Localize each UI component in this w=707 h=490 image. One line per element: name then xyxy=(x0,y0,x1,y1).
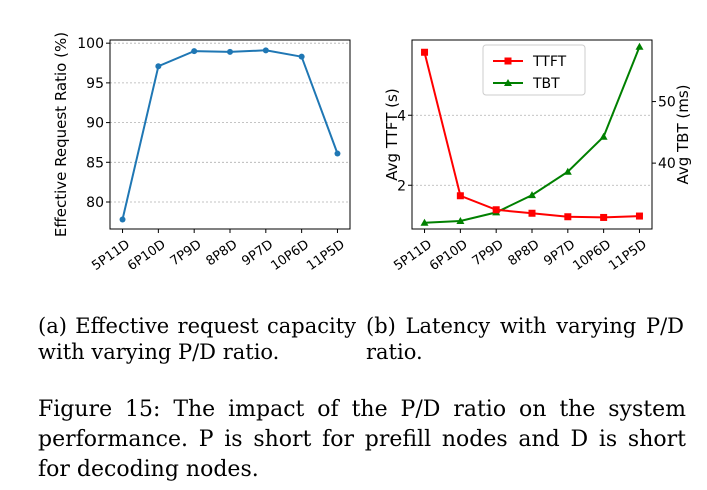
legend: TTFT TBT xyxy=(482,44,586,96)
figure-caption: Figure 15: The impact of the P/D ratio o… xyxy=(38,397,686,482)
x-tick-label: 8P8D xyxy=(204,237,241,269)
y-axis-label: Effective Request Ratio (%) xyxy=(52,32,70,237)
data-point-ttft xyxy=(600,213,608,221)
data-point-tbt xyxy=(528,191,536,199)
data-point-ttft xyxy=(564,213,572,221)
y2-axis-label: Avg TBT (ms) xyxy=(674,84,692,184)
data-point-ttft xyxy=(528,209,536,217)
data-point-ttft xyxy=(456,192,464,200)
series-line-effective-ratio xyxy=(121,49,339,220)
y-tick-label: 4 xyxy=(397,108,406,124)
data-point xyxy=(227,48,233,55)
data-point-ttft xyxy=(492,206,500,214)
x-tick-label: 5P11D xyxy=(391,237,435,274)
y-tick-label: 95 xyxy=(86,76,104,92)
data-point-tbt xyxy=(599,132,608,140)
y-tick-label: 2 xyxy=(397,178,406,194)
x-tick-label: 7P9D xyxy=(470,237,507,269)
x-tick-label: 6P10D xyxy=(125,237,169,274)
data-point xyxy=(334,150,341,157)
x-tick-label: 11P5D xyxy=(304,237,348,274)
data-point-tbt xyxy=(563,167,572,175)
y-axis-label: Avg TTFT (s) xyxy=(383,88,401,180)
caption-subfigure-b: (b) Latency with varying P/D ratio. xyxy=(366,314,684,364)
x-tick-label: 6P10D xyxy=(427,237,471,274)
x-tick-label: 11P5D xyxy=(606,237,650,274)
data-point xyxy=(191,48,198,55)
data-point-tbt xyxy=(635,42,644,50)
y-tick-label: 80 xyxy=(86,195,104,211)
data-point-ttft xyxy=(421,48,429,56)
data-point xyxy=(262,47,269,54)
x-tick-label: 7P9D xyxy=(168,237,205,269)
y-tick-label: 90 xyxy=(86,116,104,132)
data-point xyxy=(119,216,126,223)
y2-tick-label: 40 xyxy=(658,156,676,172)
legend-label-ttft: TTFT xyxy=(532,54,567,70)
data-point-ttft xyxy=(635,212,643,220)
plot-frame xyxy=(109,39,351,230)
y-tick-label: 100 xyxy=(77,36,104,52)
caption-subfigure-a: (a) Effective request capacity with vary… xyxy=(38,314,356,364)
x-tick-label: 8P8D xyxy=(506,237,543,269)
data-point xyxy=(155,63,162,70)
legend-label-tbt: TBT xyxy=(532,76,560,92)
y-tick-label: 85 xyxy=(86,155,104,171)
data-point-tbt xyxy=(420,218,429,226)
data-point xyxy=(298,53,305,60)
y2-tick-label: 50 xyxy=(658,95,676,111)
x-tick-label: 10P6D xyxy=(268,237,312,274)
legend-marker-square xyxy=(504,57,512,65)
legend-marker-triangle xyxy=(504,79,512,86)
x-tick-label: 10P6D xyxy=(570,237,614,274)
data-point-tbt xyxy=(456,217,465,224)
x-tick-label: 5P11D xyxy=(89,237,133,274)
